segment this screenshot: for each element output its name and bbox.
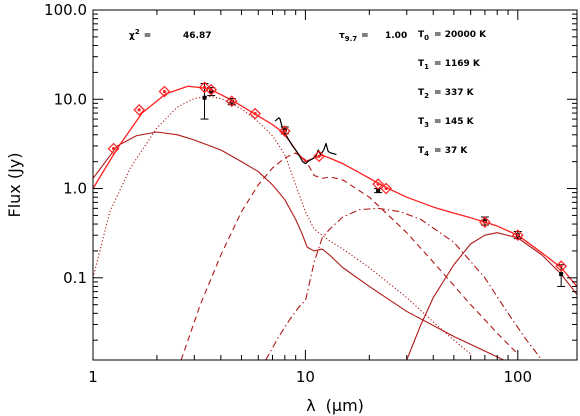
axis-ticks: 1 10 100 0.1 1.0 10.0 100.0	[44, 1, 577, 386]
observation-point	[559, 272, 564, 277]
tau-value: 1.00	[385, 31, 407, 41]
model-photometry-center	[209, 88, 213, 92]
model-photometry-point	[511, 229, 524, 242]
model-photometry-center	[230, 99, 234, 103]
temperature-t2: T2 = 337 K	[418, 88, 475, 100]
plot-frame	[92, 9, 578, 361]
model-photometry-point	[205, 83, 218, 96]
model-photometry-point	[107, 142, 120, 155]
temperature-t1: T1 = 1169 K	[418, 59, 481, 71]
x-axis-unit: (μm)	[326, 396, 364, 415]
model-component-t0	[93, 131, 505, 360]
plot-content	[93, 81, 577, 360]
model-photometry-point	[198, 81, 211, 94]
model-photometry-point	[249, 107, 261, 120]
model-photometry-center	[253, 112, 257, 116]
y-axis-title: Flux (Jy)	[5, 152, 24, 217]
x-tick-label: 1	[88, 368, 98, 386]
model-photometry-center	[559, 264, 563, 268]
x-tick-label: 10	[296, 368, 315, 386]
y-tick-label: 100.0	[44, 1, 87, 19]
temperature-t4: T4 = 37 K	[418, 146, 468, 158]
model-component-t4	[406, 232, 577, 360]
chi2-value: 46.87	[183, 31, 211, 41]
model-photometry-point	[555, 260, 567, 273]
y-tick-label: 1.0	[63, 180, 87, 198]
model-photometry-center	[111, 147, 116, 151]
model-photometry-center	[384, 186, 388, 191]
model-photometry-center	[162, 89, 167, 94]
model-component-t1	[93, 95, 472, 355]
observation-point	[209, 89, 214, 94]
x-axis-title: λ (μm)	[306, 396, 364, 415]
model-photometry-point	[479, 216, 491, 229]
temperature-t3: T3 = 145 K	[418, 117, 475, 129]
chi2-label: χ2 =	[129, 28, 151, 41]
model-photometry-point	[278, 125, 291, 137]
model-photometry-center	[202, 85, 207, 89]
fit-annotations: χ2 = 46.87 τ9.7 = 1.00 T0 = 20000 K T1 = 1169…	[129, 28, 487, 158]
model-photometry-center	[317, 154, 321, 158]
tau-label: τ9.7 =	[339, 31, 369, 43]
model-photometry-point	[380, 182, 393, 195]
observation-point	[202, 95, 207, 100]
model-photometry-point	[158, 85, 171, 98]
y-tick-label: 10.0	[54, 90, 87, 108]
temperature-list: T0 = 20000 K T1 = 1169 K T2 = 337 K T3 = 145 K T…	[418, 30, 487, 158]
model-photometry-center	[137, 108, 141, 112]
y-tick-label: 0.1	[63, 269, 87, 287]
model-photometry-point	[225, 95, 238, 108]
model-photometry-point	[313, 150, 325, 163]
model-photometry-center	[516, 233, 520, 237]
model-photometry-center	[376, 182, 380, 186]
model-component-t2	[180, 152, 519, 360]
x-tick-label: 100	[503, 368, 532, 386]
observation-point	[376, 188, 381, 193]
temperature-t0: T0 = 20000 K	[418, 30, 487, 42]
model-total-sed	[93, 85, 577, 287]
model-component-t3	[265, 207, 543, 360]
model-photometry-point	[133, 104, 146, 116]
x-axis-symbol: λ	[306, 396, 315, 415]
model-photometry-center	[283, 129, 287, 133]
model-photometry-point	[372, 178, 384, 190]
model-photometry-center	[483, 220, 487, 224]
